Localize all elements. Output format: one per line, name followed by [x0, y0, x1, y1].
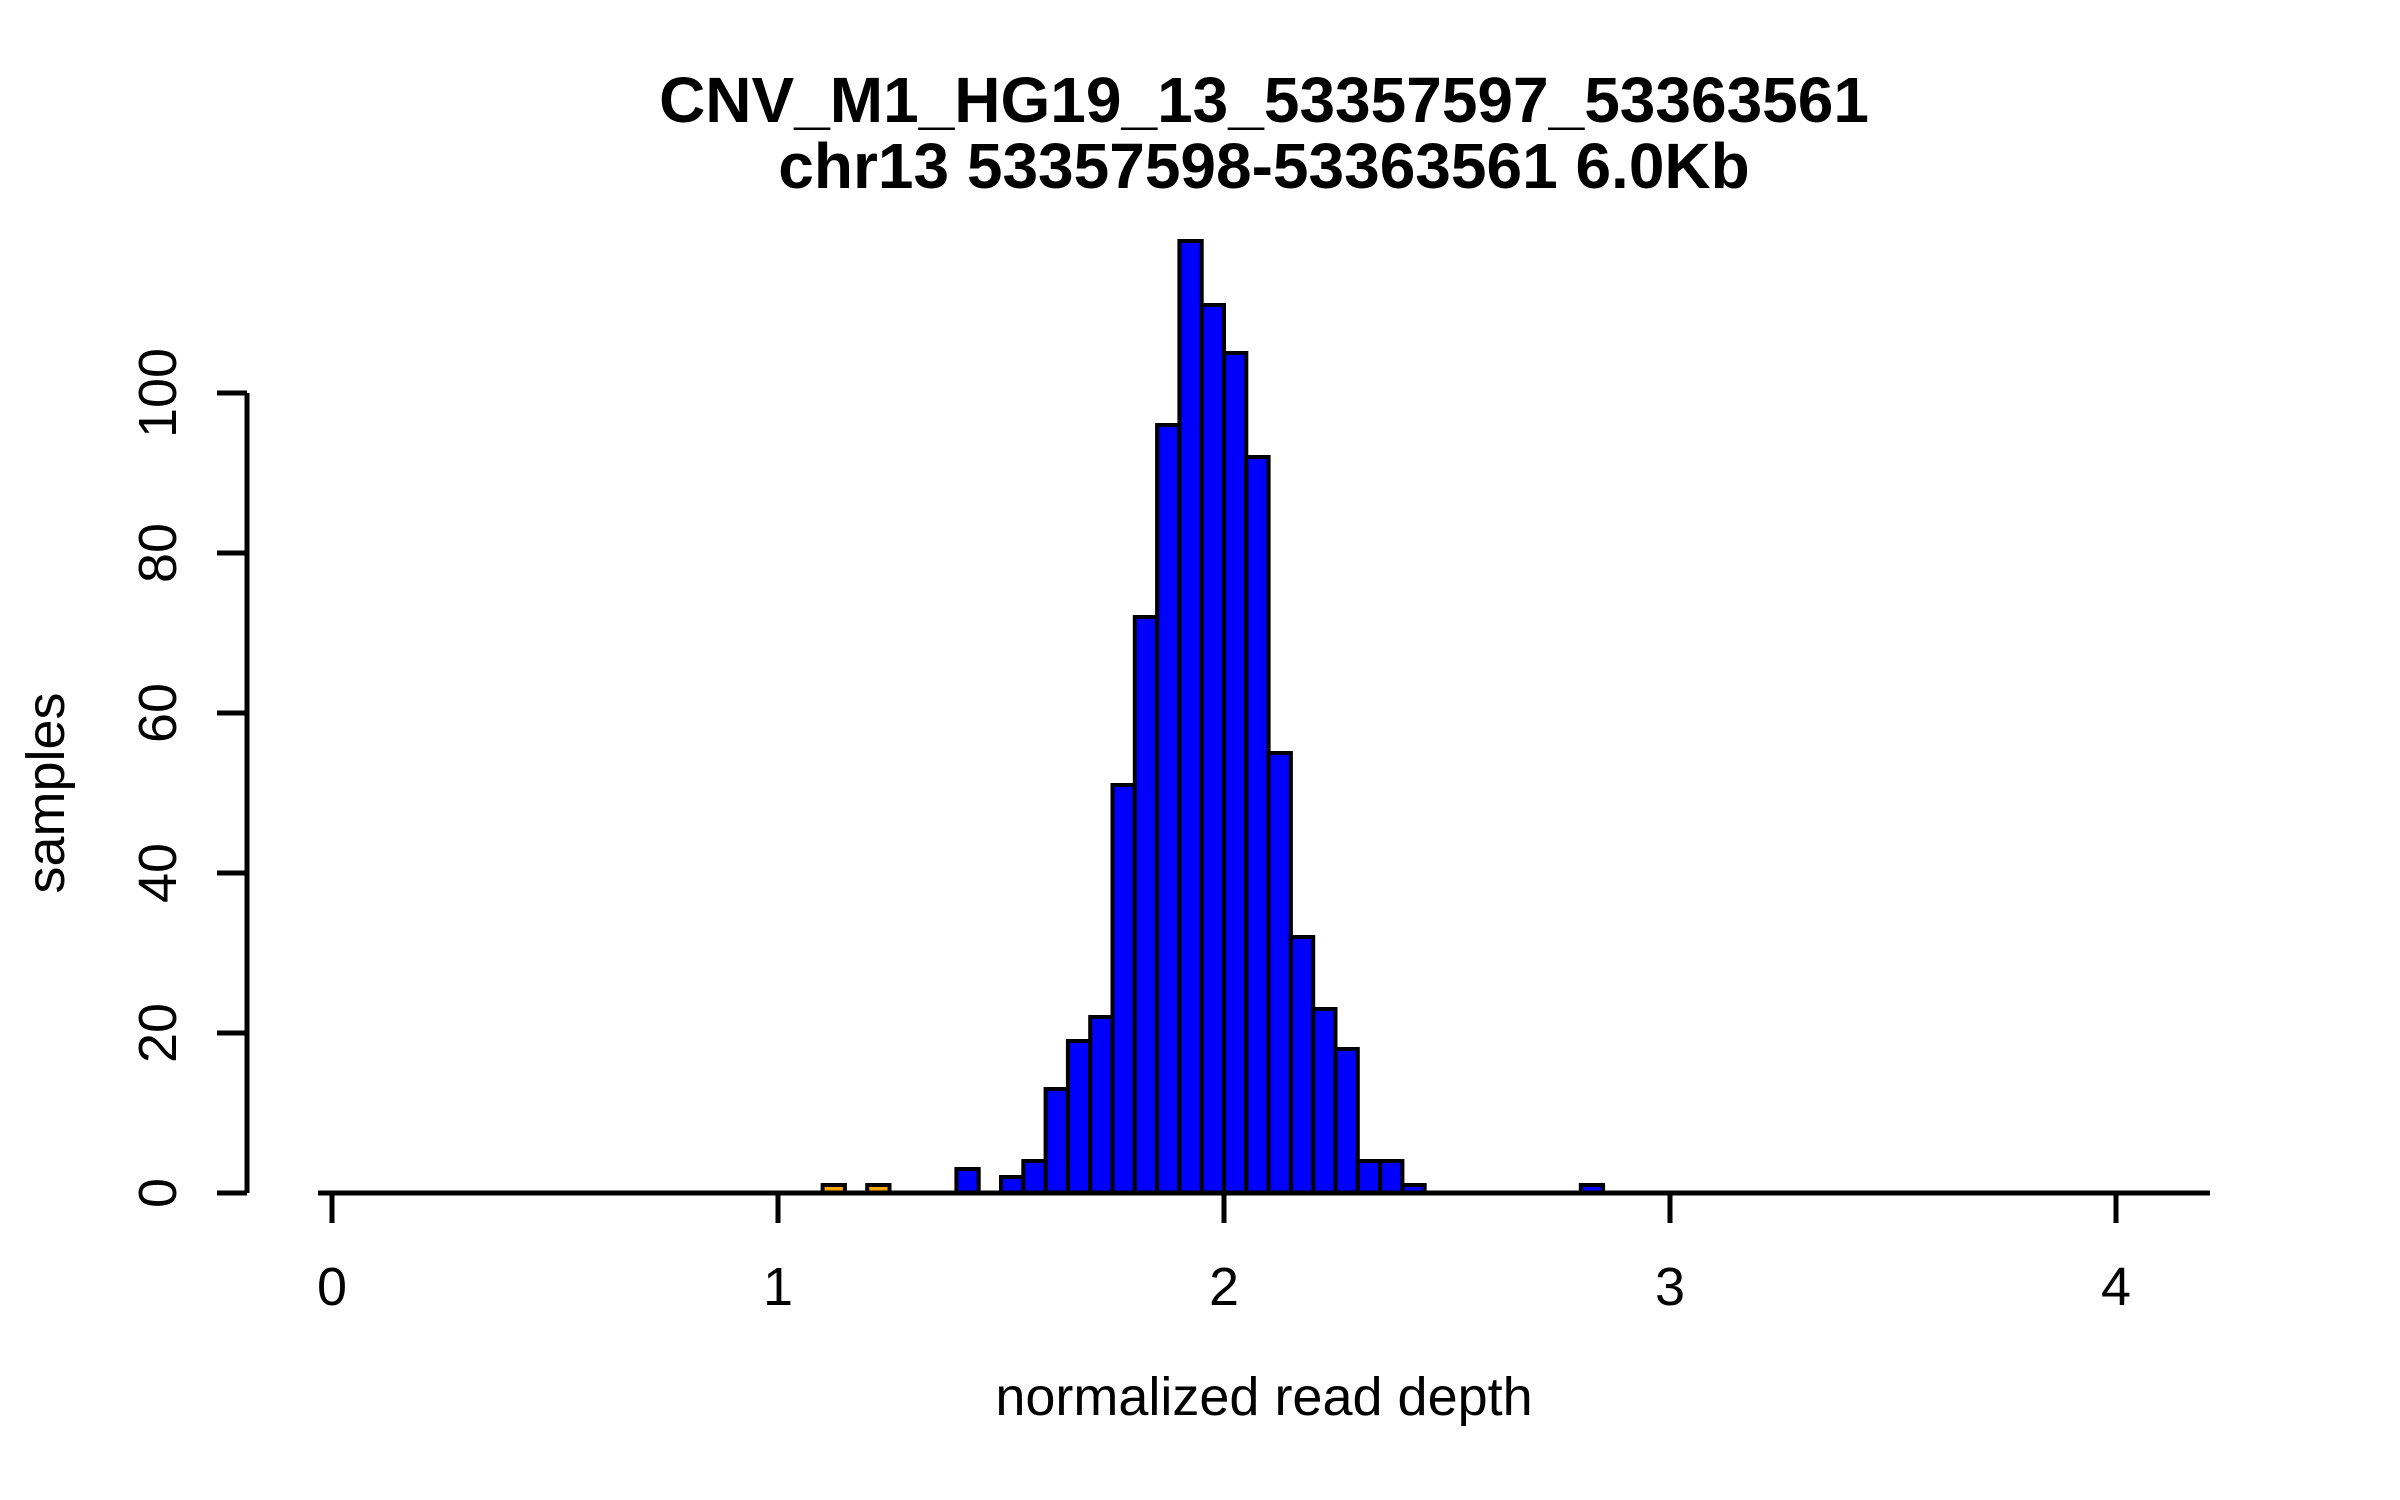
y-tick-label: 20	[128, 1003, 188, 1063]
chart-title-line2: chr13 53357598-53363561 6.0Kb	[778, 130, 1749, 202]
histogram-bar	[1110, 783, 1137, 1195]
x-tick-label: 3	[1655, 1257, 1685, 1317]
histogram-bar	[1043, 1087, 1070, 1195]
y-tick-label: 80	[128, 523, 188, 583]
histogram-bar	[1311, 1007, 1338, 1195]
y-tick-label: 100	[128, 348, 188, 438]
histogram-bar	[1177, 239, 1204, 1195]
histogram-bar	[1065, 1039, 1093, 1195]
histogram-bar	[1155, 423, 1182, 1195]
chart-title-line1: CNV_M1_HG19_13_53357597_53363561	[659, 64, 1869, 136]
x-tick-label: 2	[1209, 1257, 1239, 1317]
histogram-bars	[820, 239, 1606, 1195]
y-tick-label: 40	[128, 843, 188, 903]
y-axis-ticks: 0 20 40 60 80 100	[128, 348, 247, 1208]
histogram-bar	[1244, 455, 1271, 1195]
x-axis-label: normalized read depth	[995, 1367, 1532, 1427]
y-tick-label: 0	[128, 1178, 188, 1208]
histogram-bar	[1288, 935, 1316, 1195]
x-tick-label: 4	[2101, 1257, 2131, 1317]
x-tick-label: 1	[763, 1257, 793, 1317]
histogram-bar	[1222, 351, 1249, 1195]
histogram-bar	[1088, 1015, 1115, 1195]
y-tick-label: 60	[128, 683, 188, 743]
histogram-bar	[1266, 751, 1293, 1195]
x-axis-ticks: 0 1 2 3 4	[317, 1193, 2131, 1317]
x-tick-label: 0	[317, 1257, 347, 1317]
y-axis-label: samples	[16, 692, 76, 893]
histogram-bar	[1378, 1159, 1405, 1195]
histogram-bar	[1199, 303, 1226, 1195]
histogram-bar	[954, 1167, 981, 1195]
histogram-bar	[1333, 1047, 1360, 1195]
histogram-bar	[1021, 1159, 1048, 1195]
histogram-bar	[1132, 615, 1160, 1195]
histogram-bar	[1355, 1159, 1383, 1195]
